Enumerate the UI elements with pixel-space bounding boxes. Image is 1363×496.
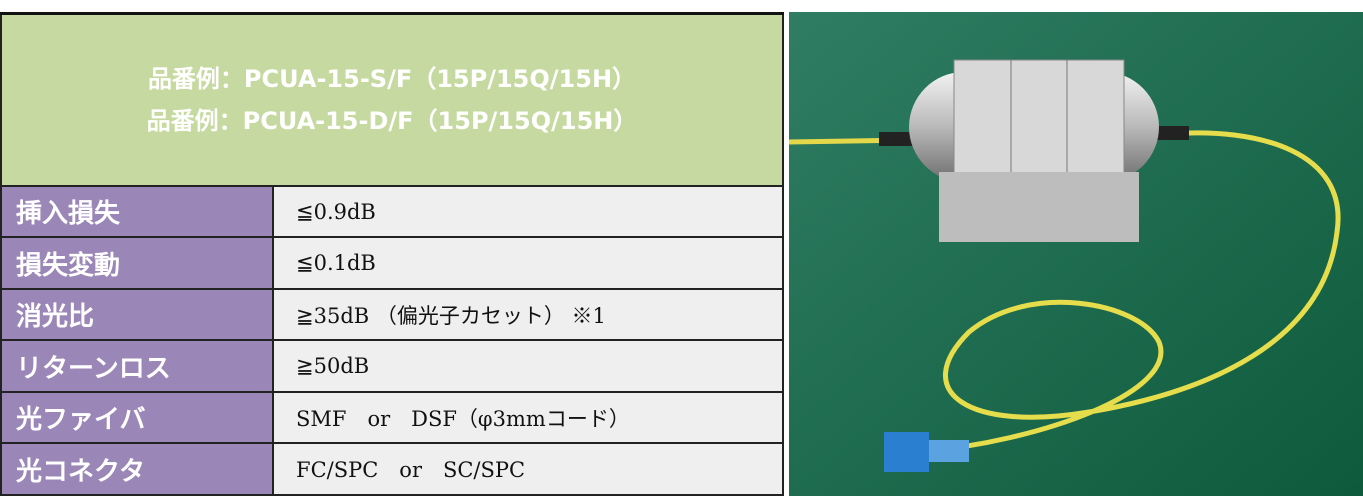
spec-value: SMF or DSF（φ3mmコード） (272, 390, 784, 445)
spec-value: ≧35dB （偏光子カセット） ※1 (272, 287, 784, 342)
spec-value: ≦0.1dB (272, 236, 784, 290)
spec-value: ≧50dB (272, 339, 784, 393)
table-body: 挿入損失 ≦0.9dB 損失変動 ≦0.1dB 消光比 ≧35dB （偏光子カセット） ※… (0, 184, 784, 496)
spec-label: 損失変動 (0, 236, 274, 290)
spec-label: 挿入損失 (0, 184, 274, 239)
spec-value: ≦0.9dB (272, 184, 784, 239)
spec-label: 光ファイバ (0, 390, 274, 445)
spec-row: 挿入損失 ≦0.9dB (0, 184, 784, 239)
spec-label: リターンロス (0, 339, 274, 393)
spec-table: 品番例：PCUA-15-S/F（15P/15Q/15H） 品番例：PCUA-15… (0, 12, 784, 496)
product-photo (789, 12, 1363, 496)
table-header: 品番例：PCUA-15-S/F（15P/15Q/15H） 品番例：PCUA-15… (0, 12, 784, 187)
spec-label: 消光比 (0, 287, 274, 342)
header-line: 品番例：PCUA-15-S/F（15P/15Q/15H） (147, 64, 637, 93)
spec-row: 光ファイバ SMF or DSF（φ3mmコード） (0, 390, 784, 445)
spec-value: FC/SPC or SC/SPC (272, 442, 784, 496)
spec-row: リターンロス ≧50dB (0, 339, 784, 393)
spec-row: 損失変動 ≦0.1dB (0, 236, 784, 290)
header-line: 品番例：PCUA-15-D/F（15P/15Q/15H） (146, 106, 638, 135)
spec-row: 光コネクタ FC/SPC or SC/SPC (0, 442, 784, 496)
spec-label: 光コネクタ (0, 442, 274, 496)
spec-row: 消光比 ≧35dB （偏光子カセット） ※1 (0, 287, 784, 342)
